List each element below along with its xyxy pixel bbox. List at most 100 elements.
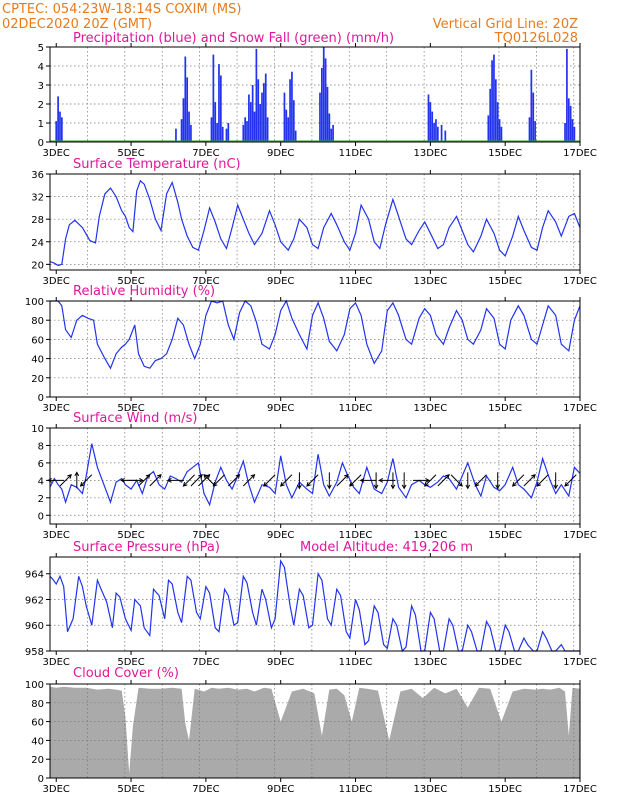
wind-arrow-head xyxy=(390,484,396,490)
wind-arrow xyxy=(474,474,487,487)
precip-bar xyxy=(244,117,247,142)
series-line xyxy=(49,179,581,267)
wind-arrow xyxy=(349,474,362,487)
precip-bar xyxy=(227,123,230,142)
wind-arrow-head xyxy=(67,474,72,479)
wind-arrow-head xyxy=(182,481,188,487)
precip-bar xyxy=(567,98,570,142)
x-tick-label: 15DEC xyxy=(488,657,522,668)
precip-bar xyxy=(326,86,329,142)
wind-arrow xyxy=(373,472,379,490)
wind-arrow xyxy=(149,474,162,487)
wind-arrow-head xyxy=(203,474,209,479)
wind-arrow-head xyxy=(511,481,517,487)
wind-arrow-head xyxy=(250,474,256,479)
wind-arrow-head xyxy=(263,481,268,487)
y-tick-label: 100 xyxy=(25,680,44,691)
precipitation-bars xyxy=(50,47,580,142)
wind-arrow xyxy=(424,474,437,487)
x-tick-label: 9DEC xyxy=(267,276,294,287)
wind-arrow xyxy=(203,474,216,487)
precip-bar xyxy=(242,124,245,142)
precip-bar xyxy=(210,117,213,142)
y-tick-label: 960 xyxy=(25,621,44,632)
x-tick-label: 13DEC xyxy=(413,530,447,541)
x-tick-label: 13DEC xyxy=(413,276,447,287)
y-tick-label: 20 xyxy=(31,755,44,766)
wind-arrow-shaft xyxy=(280,474,293,487)
wind-arrow-shaft xyxy=(198,474,210,487)
wind-arrow-shaft xyxy=(203,474,216,487)
x-tick-label: 9DEC xyxy=(267,530,294,541)
plot-frame xyxy=(49,173,581,271)
precip-bar xyxy=(487,115,490,142)
wind-arrow-shaft xyxy=(336,474,349,487)
wind-arrow-head xyxy=(495,484,501,490)
wind-arrow xyxy=(263,474,276,487)
precip-bar xyxy=(266,117,269,142)
wind-arrow-head xyxy=(536,481,541,487)
wind-arrow-shaft xyxy=(213,474,225,487)
precip-bar xyxy=(255,48,258,142)
x-tick-label: 3DEC xyxy=(43,657,70,668)
precip-bar xyxy=(180,119,183,142)
x-tick-label: 13DEC xyxy=(413,403,447,414)
grid xyxy=(50,173,580,270)
y-tick-label: 0 xyxy=(38,774,44,785)
x-tick-label: 15DEC xyxy=(488,148,522,159)
wind-arrow-head xyxy=(564,481,570,487)
precip-bar xyxy=(264,73,267,142)
y-tick-label: 5 xyxy=(38,43,44,54)
wind-arrow-head xyxy=(458,481,463,487)
precip-bar xyxy=(186,77,189,142)
y-tick-label: 28 xyxy=(31,215,44,226)
x-tick-label: 11DEC xyxy=(339,148,373,159)
cloud-area xyxy=(49,686,580,778)
model-altitude: Model Altitude: 419.206 m xyxy=(300,540,473,555)
y-tick-label: 962 xyxy=(25,595,44,606)
y-tick-label: 80 xyxy=(31,699,44,710)
precip-bar xyxy=(493,54,495,142)
y-tick-label: 60 xyxy=(31,718,44,729)
y-tick-label: 40 xyxy=(31,355,44,366)
wind-arrow xyxy=(190,474,203,487)
precip-bar xyxy=(566,48,568,142)
header-date: 02DEC2020 20Z (GMT) xyxy=(2,17,152,32)
precip-bar xyxy=(214,102,217,142)
wind-direction-arrows xyxy=(47,471,577,490)
precip-bar xyxy=(494,79,497,142)
wind-arrow-shaft xyxy=(80,474,93,487)
wind-arrow-head xyxy=(445,474,450,479)
wind-arrow-shaft xyxy=(536,474,549,487)
y-tick-label: 60 xyxy=(31,335,44,346)
x-tick-label: 3DEC xyxy=(43,403,70,414)
wind-arrow xyxy=(182,474,196,487)
precip-bar xyxy=(324,58,327,142)
y-tick-label: 0 xyxy=(38,393,44,404)
wind-arrow-shaft xyxy=(424,474,437,487)
wind-arrow-shaft xyxy=(523,474,536,487)
wind-arrow-head xyxy=(401,484,407,490)
precip-bar xyxy=(57,96,59,142)
precip-bar xyxy=(221,126,224,142)
wind-arrow xyxy=(437,474,450,487)
x-tick-label: 9DEC xyxy=(267,148,294,159)
precip-bar xyxy=(322,47,325,142)
wind-arrow xyxy=(465,472,471,490)
precip-bar xyxy=(182,98,185,142)
precip-bar xyxy=(184,56,187,142)
x-tick-label: 7DEC xyxy=(192,530,219,541)
precip-bar xyxy=(573,126,576,142)
wind-line xyxy=(49,443,581,507)
x-tick-label: 11DEC xyxy=(339,657,373,668)
wind-arrow xyxy=(138,474,151,487)
y-tick-label: 6 xyxy=(38,459,44,470)
plot-frame xyxy=(49,300,581,398)
x-tick-label: 5DEC xyxy=(117,148,144,159)
x-tick-label: 17DEC xyxy=(563,276,597,287)
x-tick-label: 3DEC xyxy=(43,276,70,287)
y-tick-label: 4 xyxy=(38,62,44,73)
wind-arrow-head xyxy=(465,484,471,490)
axis-ticks: 0 1 2 3 4 5 3DEC 5DEC 7DEC 9DEC 11DEC 13DEC 15DEC 17D… xyxy=(38,43,597,159)
y-tick-label: 958 xyxy=(25,647,44,658)
